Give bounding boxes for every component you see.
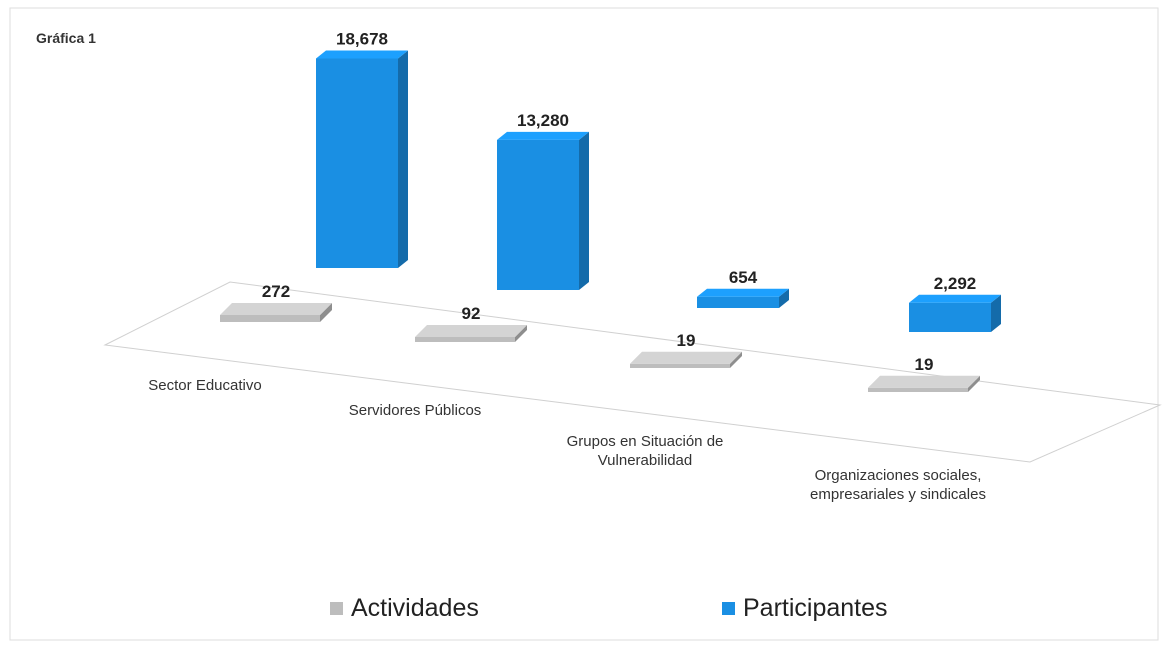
bar-top: [909, 294, 1001, 303]
legend-item: Actividades: [330, 594, 479, 623]
bar: [630, 351, 742, 368]
bar-top: [868, 375, 980, 388]
value-label: 18,678: [336, 30, 388, 49]
bar-side: [968, 375, 980, 392]
bar-top: [630, 351, 742, 364]
bar: [316, 50, 408, 269]
category-label: Grupos en Situación de Vulnerabilidad: [566, 433, 724, 469]
legend-item: Participantes: [722, 594, 888, 623]
bar-top: [697, 288, 789, 297]
bar-side: [730, 351, 742, 368]
chart-title: Gráfica 1: [36, 30, 96, 46]
legend-label: Participantes: [743, 594, 888, 622]
bar: [220, 303, 332, 322]
bar-top: [415, 324, 527, 337]
bar-side: [398, 50, 408, 269]
value-label: 13,280: [517, 111, 569, 130]
category-label: Sector Educativo: [148, 377, 262, 394]
bar-front: [415, 336, 515, 342]
category-label: Servidores Públicos: [348, 402, 482, 419]
bar-side: [579, 131, 589, 290]
bar-front: [909, 302, 991, 332]
frame: [9, 7, 1159, 641]
value-label: 19: [915, 355, 934, 374]
bar-side: [779, 288, 789, 308]
bar: [868, 375, 980, 392]
value-label: 92: [462, 304, 481, 323]
floor: [103, 281, 1162, 463]
bar: [415, 324, 527, 342]
category-label: Organizaciones sociales, empresariales y…: [810, 467, 986, 503]
value-label: 2,292: [934, 274, 977, 293]
bar-front: [868, 387, 968, 392]
bar: [697, 288, 789, 308]
value-label: 654: [729, 268, 758, 287]
value-label: 272: [262, 282, 290, 301]
bar-side: [991, 294, 1001, 332]
bar: [497, 131, 589, 290]
legend-swatch: [330, 602, 343, 615]
bar-top: [220, 303, 332, 316]
legend-label: Actividades: [351, 594, 479, 622]
bar-front: [316, 58, 398, 269]
bar-front: [630, 363, 730, 368]
bar-front: [697, 296, 779, 308]
bar-top: [316, 50, 408, 59]
bar: [909, 294, 1001, 332]
value-label: 19: [677, 331, 696, 350]
bar-side: [515, 324, 527, 342]
bar-side: [320, 303, 332, 322]
bar-front: [220, 315, 320, 322]
legend-swatch: [722, 602, 735, 615]
bar-top: [497, 131, 589, 140]
bar-front: [497, 139, 579, 290]
